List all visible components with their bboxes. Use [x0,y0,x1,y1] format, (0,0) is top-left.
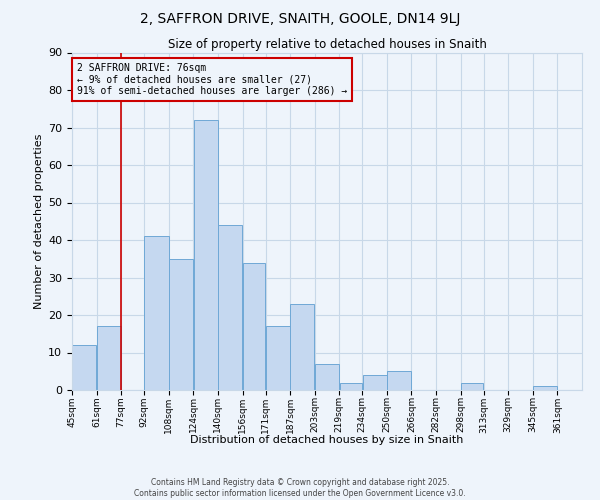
Bar [387,371,411,390]
Text: 2, SAFFRON DRIVE, SNAITH, GOOLE, DN14 9LJ: 2, SAFFRON DRIVE, SNAITH, GOOLE, DN14 9L… [140,12,460,26]
Bar [169,259,193,390]
Bar [72,345,97,390]
Bar [266,326,290,390]
Bar [243,262,265,390]
Bar [340,382,362,390]
Bar [533,386,557,390]
Bar [194,120,218,390]
Bar [461,382,484,390]
X-axis label: Distribution of detached houses by size in Snaith: Distribution of detached houses by size … [190,436,464,446]
Y-axis label: Number of detached properties: Number of detached properties [34,134,44,309]
Text: Contains HM Land Registry data © Crown copyright and database right 2025.
Contai: Contains HM Land Registry data © Crown c… [134,478,466,498]
Bar [290,304,314,390]
Bar [362,375,386,390]
Bar [97,326,121,390]
Bar [218,225,242,390]
Bar [315,364,339,390]
Bar [145,236,169,390]
Text: 2 SAFFRON DRIVE: 76sqm
← 9% of detached houses are smaller (27)
91% of semi-deta: 2 SAFFRON DRIVE: 76sqm ← 9% of detached … [77,62,347,96]
Title: Size of property relative to detached houses in Snaith: Size of property relative to detached ho… [167,38,487,52]
